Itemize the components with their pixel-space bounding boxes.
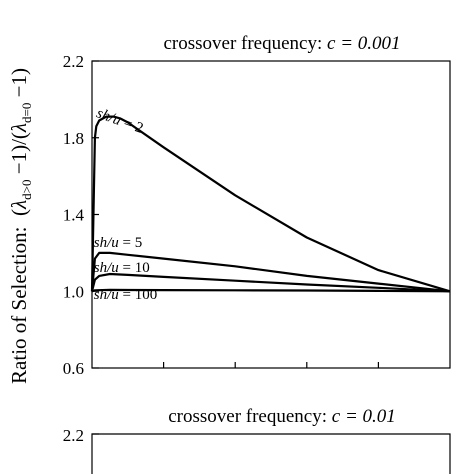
- series-annotation: sh/u = 5: [94, 235, 142, 251]
- y-tick-label: 0.6: [63, 359, 84, 378]
- panel-top-title-prefix: crossover frequency:: [163, 33, 327, 54]
- panel-bottom-title-prefix: crossover frequency:: [168, 406, 332, 427]
- series-line-2: [90, 251, 451, 293]
- series-annotation: sh/u = 2: [94, 105, 145, 137]
- y-tick-label: 2.2: [63, 52, 84, 71]
- y-tick-label: 1.8: [63, 129, 84, 148]
- y-axis-label-prefix: Ratio of Selection:: [7, 226, 31, 383]
- panel-top-title: crossover frequency: c = 0.001: [163, 33, 400, 54]
- y-axis-label: Ratio of Selection: (λd>0 −1)/(λd=0 −1): [7, 68, 34, 384]
- series-line-4: [91, 288, 451, 293]
- panel-top: crossover frequency: c = 0.001 0.6 1.0 1.4…: [63, 33, 451, 378]
- panel-bottom-title: crossover frequency: c = 0.01: [168, 406, 396, 427]
- panel-bottom-frame: [91, 433, 451, 474]
- y-tick-label: 1.0: [63, 282, 84, 301]
- panel-top-frame: [91, 60, 451, 369]
- y-tick-label: 1.4: [63, 206, 85, 225]
- series-line-1: [90, 115, 451, 293]
- series-annotation: sh/u = 10: [94, 260, 150, 276]
- panel-top-title-value: c = 0.001: [327, 33, 401, 54]
- panel-bottom-title-value: c = 0.01: [332, 406, 396, 427]
- panel-bottom-tick-label: 2.2: [63, 426, 84, 445]
- series-annotation: sh/u = 100: [94, 287, 157, 303]
- series-line-3: [90, 272, 451, 293]
- panel-bottom: crossover frequency: c = 0.01 2.2: [63, 406, 451, 474]
